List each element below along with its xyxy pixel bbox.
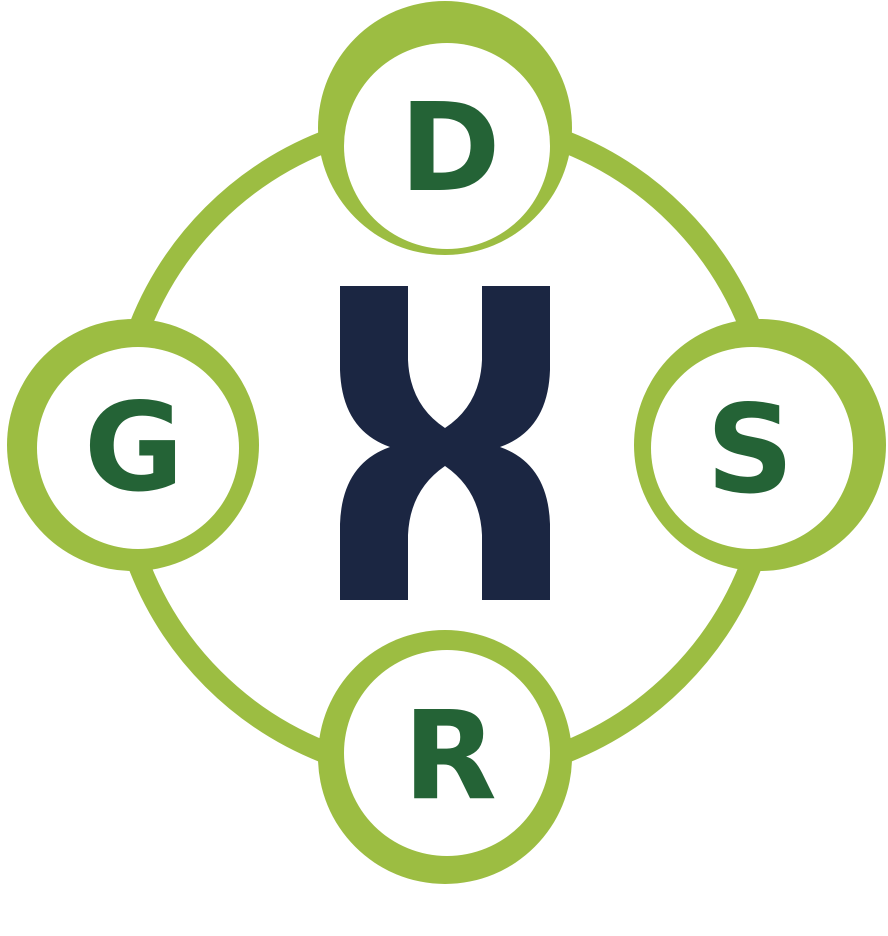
node-top: D bbox=[318, 1, 572, 255]
node-bottom: R bbox=[318, 630, 572, 884]
node-right: S bbox=[634, 319, 886, 571]
node-left: G bbox=[7, 319, 259, 571]
node-letter-s: S bbox=[706, 379, 794, 521]
center-x-mark bbox=[340, 286, 550, 600]
node-letter-d: D bbox=[399, 77, 500, 219]
node-letter-r: R bbox=[403, 685, 497, 827]
node-letter-g: G bbox=[84, 377, 184, 519]
